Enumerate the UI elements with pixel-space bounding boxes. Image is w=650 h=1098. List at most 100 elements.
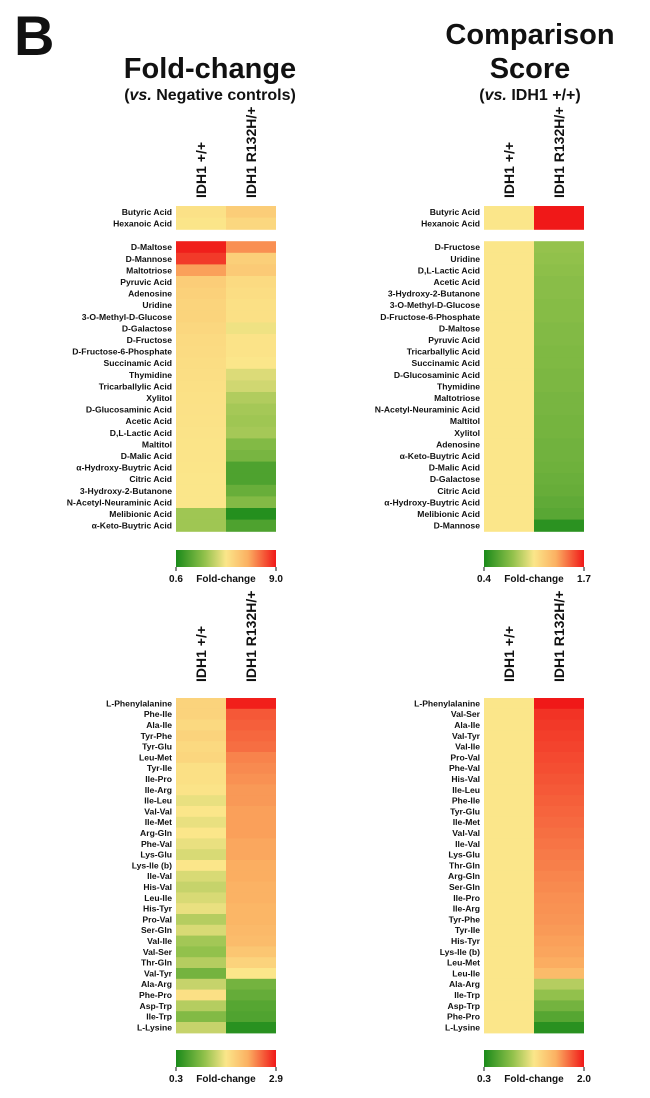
row-label: D-Fructose bbox=[127, 335, 173, 345]
heatmap-cell bbox=[534, 1022, 584, 1034]
scale-min-label: 0.4 bbox=[477, 574, 491, 585]
left-title: Fold-change bbox=[123, 53, 297, 85]
heatmap-cell bbox=[484, 276, 534, 289]
heatmap-cell bbox=[226, 968, 276, 980]
heatmap-cell bbox=[484, 519, 534, 532]
heatmap-cell bbox=[534, 762, 584, 775]
heatmap-cell bbox=[226, 892, 276, 904]
row-label: Ala-Arg bbox=[141, 979, 172, 989]
row-label: Val-Ser bbox=[143, 947, 173, 957]
heatmap-cell bbox=[176, 795, 226, 807]
heatmap-cell bbox=[176, 403, 226, 416]
heatmap-cell bbox=[176, 1011, 226, 1023]
color-scale-bar bbox=[484, 550, 584, 567]
row-label: Leu-Ile bbox=[452, 968, 480, 978]
heatmap-cell bbox=[226, 762, 276, 775]
row-label: Leu-Met bbox=[447, 958, 480, 968]
heatmap-cell bbox=[176, 816, 226, 829]
heatmap-cell bbox=[484, 741, 534, 753]
row-label: Pro-Val bbox=[142, 914, 172, 924]
row-label: Ile-Trp bbox=[454, 990, 480, 1000]
heatmap-cell bbox=[484, 426, 534, 439]
heatmap-cell bbox=[226, 946, 276, 958]
heatmap-cell bbox=[484, 252, 534, 265]
heatmap-cell bbox=[534, 1000, 584, 1012]
heatmap-cell bbox=[226, 392, 276, 405]
heatmap-cell bbox=[176, 903, 226, 915]
row-label: Ile-Leu bbox=[452, 785, 480, 795]
heatmap-cell bbox=[176, 334, 226, 347]
row-label: Tyr-Glu bbox=[142, 742, 172, 752]
row-label: Succinamic Acid bbox=[412, 358, 480, 368]
heatmap-cell bbox=[176, 968, 226, 980]
row-label: Tricarballylic Acid bbox=[99, 381, 172, 391]
heatmap-cell bbox=[176, 217, 226, 230]
scale-min-label: 0.6 bbox=[169, 574, 183, 585]
column-label: IDH1 R132H/+ bbox=[551, 107, 567, 198]
heatmap-cell bbox=[534, 827, 584, 839]
heatmap-cell bbox=[484, 450, 534, 463]
row-label: Thr-Gln bbox=[449, 860, 480, 870]
heatmap-cell bbox=[484, 870, 534, 883]
heatmap-cell bbox=[176, 484, 226, 497]
heatmap-cell bbox=[176, 368, 226, 381]
heatmap-cell bbox=[226, 816, 276, 829]
heatmap-cell bbox=[484, 368, 534, 381]
heatmap-cell bbox=[176, 241, 226, 254]
row-label: Phe-Pro bbox=[447, 1012, 480, 1022]
right-subtitle-rest: IDH1 +/+) bbox=[506, 87, 581, 104]
row-label: N-Acetyl-Neuraminic Acid bbox=[375, 405, 480, 415]
heatmap-cell bbox=[176, 426, 226, 439]
row-label: Tyr-Glu bbox=[450, 806, 480, 816]
heatmap-cell bbox=[534, 698, 584, 710]
row-label: D-Mannose bbox=[434, 521, 481, 531]
heatmap-cell bbox=[226, 496, 276, 509]
row-label: Val-Tyr bbox=[144, 968, 173, 978]
heatmap-cell bbox=[534, 415, 584, 428]
heatmap-cell bbox=[226, 1000, 276, 1012]
row-label: Ile-Pro bbox=[145, 774, 172, 784]
heatmap-cell bbox=[176, 892, 226, 904]
heatmap-cell bbox=[226, 795, 276, 807]
row-label: Melibionic Acid bbox=[109, 509, 172, 519]
heatmap-cell bbox=[176, 1000, 226, 1012]
heatmap-cell bbox=[176, 206, 226, 219]
row-label: Acetic Acid bbox=[434, 277, 481, 287]
row-label: Ile-Met bbox=[145, 817, 172, 827]
heatmap-cell bbox=[534, 946, 584, 958]
heatmap-cell bbox=[534, 708, 584, 721]
heatmap-cell bbox=[534, 719, 584, 731]
scale-min-label: 0.3 bbox=[477, 1074, 491, 1085]
heatmap-cell bbox=[226, 784, 276, 796]
row-label: 3-O-Methyl-D-Glucose bbox=[82, 312, 172, 322]
row-label: Leu-Ile bbox=[144, 893, 172, 903]
heatmap-cell bbox=[534, 450, 584, 463]
heatmap-cell bbox=[226, 730, 276, 742]
color-scale-bar bbox=[176, 550, 276, 567]
right-header: Comparison Score (vs. IDH1 +/+) bbox=[420, 18, 640, 106]
row-label: Ile-Arg bbox=[453, 904, 480, 914]
heatmap-cell bbox=[176, 461, 226, 474]
heatmap-cell bbox=[484, 310, 534, 323]
heatmap-cell bbox=[484, 461, 534, 474]
heatmap-cell bbox=[484, 827, 534, 839]
heatmap-cell bbox=[176, 508, 226, 521]
heatmap-cell bbox=[484, 438, 534, 451]
heatmap-cell bbox=[226, 368, 276, 381]
left-subtitle-rest: Negative controls) bbox=[151, 87, 296, 104]
row-label: D-Galactose bbox=[122, 323, 172, 333]
scale-max-label: 1.7 bbox=[577, 574, 591, 585]
row-label: Tyr-Ile bbox=[455, 925, 480, 935]
heatmap-cell bbox=[226, 276, 276, 289]
heatmap-cell bbox=[534, 484, 584, 497]
heatmap-cell bbox=[484, 784, 534, 796]
heatmap-cell bbox=[176, 438, 226, 451]
heatmap-cell bbox=[226, 380, 276, 393]
heatmap-cell bbox=[226, 461, 276, 474]
row-label: Ile-Leu bbox=[144, 796, 172, 806]
row-label: Xylitol bbox=[454, 428, 480, 438]
heatmap-cell bbox=[176, 392, 226, 405]
heatmap-cell bbox=[176, 924, 226, 937]
row-label: Xylitol bbox=[146, 393, 172, 403]
